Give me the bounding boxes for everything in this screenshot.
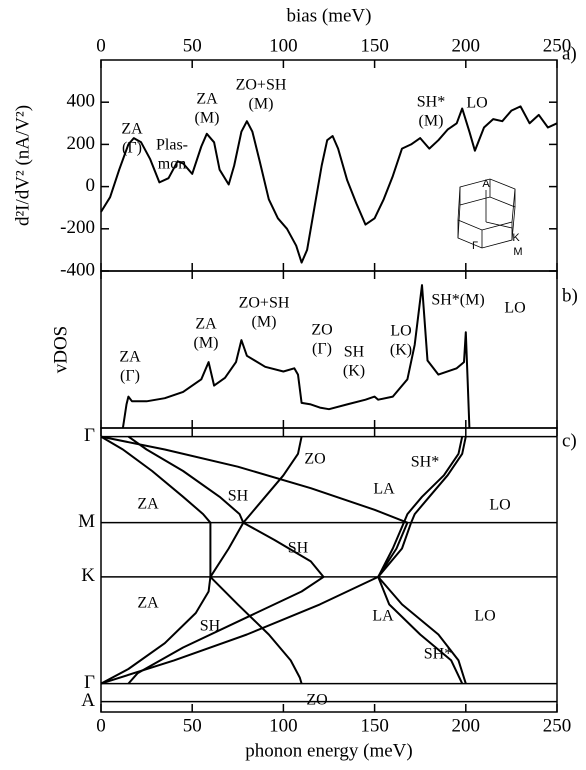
annotation: (K) [390,342,412,359]
annotation: (Γ) [312,341,332,358]
x-tick-label: 250 [543,35,572,56]
y-tick-label: A [81,690,95,711]
data-line [100,435,409,685]
annotation: ZO+SH [239,295,290,312]
annotation: (M) [249,96,274,113]
panel-label: a) [562,43,577,64]
annotation: ZA [121,121,143,138]
y-tick-label: 200 [67,133,96,154]
x-tick-label: 100 [269,715,298,736]
annotation: ZO [311,322,332,339]
y-tick-label: Γ [84,672,95,693]
annotation: mon [158,156,186,173]
data-line [100,105,558,264]
annotation: LO [489,497,510,514]
inset-label: K [512,232,520,244]
annotation: SH* [424,646,452,663]
panel-label: b) [562,285,578,306]
x-tick-label: 150 [360,715,389,736]
annotation: ZO+SH [236,77,287,94]
x-tick-label: 50 [183,715,202,736]
x-axis-label: bias (meV) [287,5,372,26]
x-tick-label: 100 [269,35,298,56]
y-tick-label: 0 [86,175,96,196]
x-tick-label: 0 [96,715,106,736]
annotation: SH* [411,454,439,471]
y-tick-label: -200 [60,217,95,238]
annotation: (M) [195,110,220,127]
annotation: (M) [252,314,277,331]
x-tick-label: 250 [543,715,572,736]
data-line [377,436,467,684]
annotation: SH [288,540,309,557]
annotation: LO [474,608,495,625]
inset-label: A [482,178,490,190]
y-tick-label: Γ [84,425,95,446]
x-tick-label: 150 [360,35,389,56]
data-line [100,435,212,685]
annotation: LO [390,323,411,340]
data-line [377,436,464,685]
annotation: ZA [196,91,218,108]
panel-frame [100,427,558,713]
annotation: SH*(M) [431,292,484,309]
inset-label: Γ [472,240,478,252]
y-axis-label: vDOS [50,326,71,374]
x-axis-label: phonon energy (meV) [245,740,412,761]
annotation: (Γ) [120,368,140,385]
x-tick-label: 200 [452,715,481,736]
annotation: LO [466,95,487,112]
data-line [127,435,325,685]
data-line [121,284,471,429]
annotation: ZO [306,692,327,709]
annotation: SH* [417,94,445,111]
x-tick-label: 200 [452,35,481,56]
annotation: SH [344,344,365,361]
annotation: ZA [195,316,217,333]
annotation: ZA [119,349,141,366]
annotation: (K) [343,363,365,380]
annotation: LA [372,608,394,625]
inset-label: M [513,246,522,258]
annotation: LA [373,481,395,498]
y-tick-label: 400 [67,91,96,112]
y-tick-label: M [78,511,95,532]
annotation: LO [504,300,525,317]
y-tick-label: K [81,565,95,586]
panel-label: c) [562,430,577,451]
data-line [209,436,303,684]
annotation: (M) [194,335,219,352]
annotation: ZA [137,595,159,612]
annotation: SH [228,488,249,505]
annotation: Plas- [156,137,188,154]
y-tick-label: -400 [60,259,95,280]
annotation: ZO [304,451,325,468]
annotation: ZA [137,496,159,513]
inset-axis [485,221,513,229]
y-axis-label: d²I/dV² (nA/V²) [12,105,33,226]
x-tick-label: 0 [96,35,106,56]
annotation: SH [200,618,221,635]
annotation: (Γ) [122,140,142,157]
x-tick-label: 50 [183,35,202,56]
annotation: (M) [419,113,444,130]
